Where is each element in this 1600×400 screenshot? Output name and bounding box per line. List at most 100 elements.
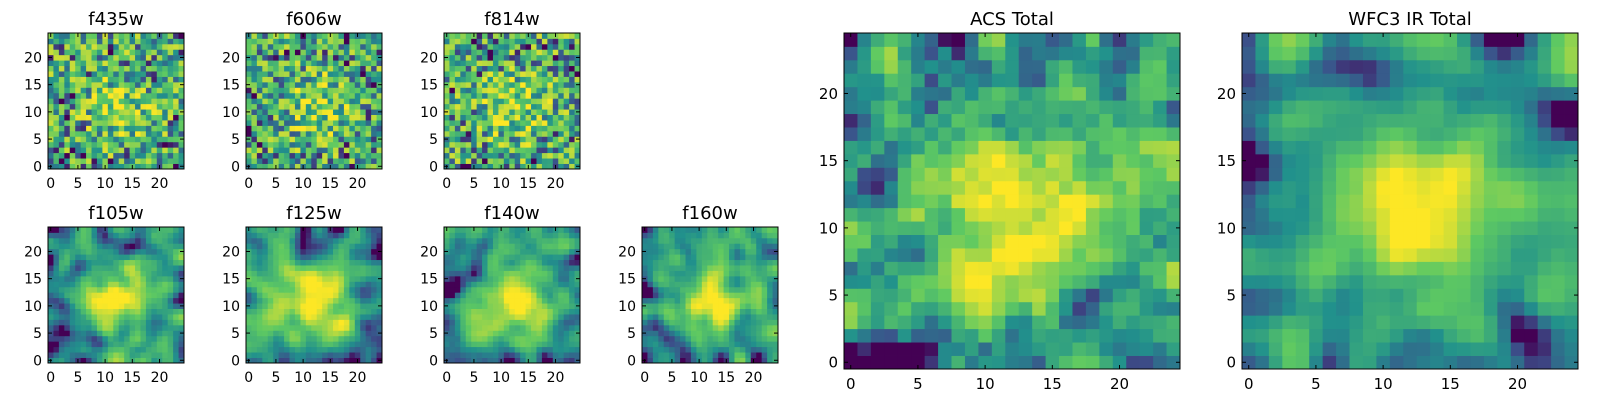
heatmap-cell [167,92,174,99]
heatmap-cell [514,33,521,39]
heatmap-cell [162,286,169,293]
heatmap-cell [454,125,461,132]
heatmap-cell [284,237,290,244]
heatmap-cell [251,232,258,239]
heatmap-cell [156,259,163,266]
heatmap-cell [772,297,779,304]
heatmap-cell [449,49,456,56]
heatmap-cell [262,141,269,148]
heatmap-cell [300,65,307,72]
heatmap-cell [322,319,328,326]
heatmap-cell [745,232,752,239]
heatmap-cell [113,92,120,99]
heatmap-cell [1059,274,1073,289]
heatmap-cell [300,87,307,94]
heatmap-cell [444,254,450,261]
heatmap-cell [343,43,350,50]
heatmap-cell [1059,342,1073,356]
heatmap-cell [514,227,521,233]
heatmap-cell [1153,234,1167,249]
heatmap-cell [145,38,152,45]
heatmap-cell [289,324,296,331]
heatmap-cell [311,92,318,99]
heatmap-cell [156,275,163,282]
heatmap-cell [327,152,334,159]
heatmap-cell [140,275,147,282]
y-tick-label: 5 [231,326,240,342]
heatmap-cell [262,275,269,282]
heatmap-cell [536,38,543,45]
heatmap-cell [680,314,686,320]
heatmap-cell [96,136,103,143]
heatmap-cell [262,286,269,293]
heatmap-cell [305,248,312,255]
heatmap-cell [503,98,510,105]
heatmap-cell [327,237,334,244]
heatmap-cell [360,141,367,148]
heatmap-cell [322,232,328,239]
heatmap-cell [454,357,461,364]
heatmap-cell [503,314,510,320]
heatmap-cell [113,232,120,239]
heatmap-cell [701,254,708,261]
heatmap-cell [884,315,899,330]
heatmap-cell [53,152,60,159]
heatmap-cell [536,259,543,266]
heatmap-cell [563,259,570,266]
heatmap-cell [991,301,1006,316]
heatmap-cell [674,281,681,288]
heatmap-cell [64,33,71,39]
heatmap-cell [349,49,356,56]
heatmap-cell [520,357,526,364]
heatmap-cell [80,357,87,364]
heatmap-cell [509,270,516,277]
heatmap-cell [316,163,323,170]
heatmap-cell [569,33,575,39]
heatmap-cell [911,261,926,276]
heatmap-cell [476,330,483,337]
heatmap-cell [674,303,681,309]
heatmap-cell [349,33,356,39]
heatmap-cell [343,163,350,170]
heatmap-cell [162,76,169,83]
heatmap-cell [487,163,494,170]
heatmap-cell [145,87,152,94]
heatmap-cell [444,281,450,288]
heatmap-cell [173,136,179,143]
heatmap-cell [129,109,136,115]
heatmap-cell [1045,234,1060,249]
heatmap-cell [327,275,334,282]
heatmap-cell [739,292,746,299]
heatmap-cell [262,227,269,233]
heatmap-cell [761,254,768,261]
heatmap-cell [460,314,467,320]
heatmap-cell [471,243,478,250]
heatmap-cell [48,270,54,277]
heatmap-cell [173,330,179,337]
heatmap-cell [273,81,280,88]
heatmap-cell [514,60,521,67]
heatmap-cell [547,232,554,239]
heatmap-cell [360,147,367,154]
heatmap-cell [531,71,537,77]
heatmap-cell [91,33,98,39]
heatmap-cell [449,130,456,137]
heatmap-cell [707,248,714,255]
heatmap-cell [492,130,499,137]
heatmap-cell [96,341,103,348]
heatmap-cell [647,357,654,364]
heatmap-cell [498,281,505,288]
heatmap-cell [294,227,301,233]
heatmap-cell [674,341,681,348]
heatmap-cell [102,281,109,288]
heatmap-cell [278,76,285,83]
heatmap-cell [349,163,356,170]
heatmap-cell [487,114,494,121]
heatmap-cell [102,259,109,266]
heatmap-cell [58,243,65,250]
heatmap-cell [300,92,307,99]
heatmap-cell [767,292,773,299]
heatmap-cell [563,65,570,72]
heatmap-cell [563,237,570,244]
